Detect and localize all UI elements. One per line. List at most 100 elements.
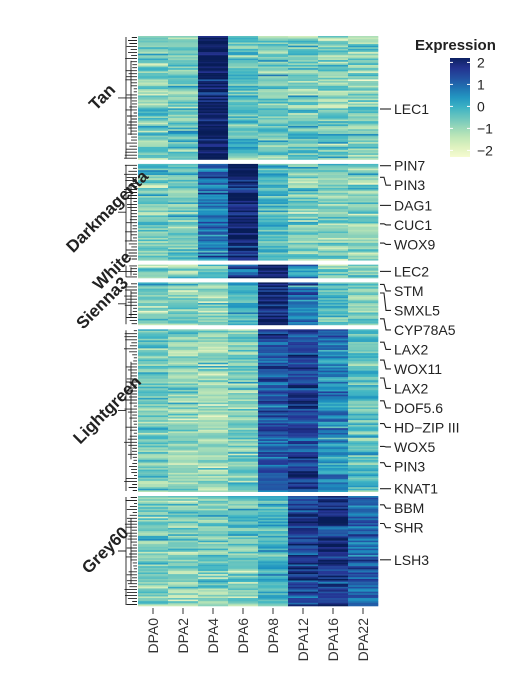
heatmap-cell (348, 529, 379, 532)
heatmap-cell (198, 52, 229, 54)
heatmap-cell (348, 601, 379, 604)
gene-label: STM (394, 283, 424, 299)
heatmap-cell (258, 359, 289, 362)
heatmap-cell (348, 317, 379, 320)
heatmap-cell (318, 487, 349, 490)
heatmap-cell (228, 507, 259, 510)
heatmap-cell (348, 559, 379, 562)
heatmap-cell (168, 306, 199, 309)
heatmap-cell (138, 122, 169, 125)
heatmap-cell (318, 439, 349, 442)
heatmap-cell (168, 310, 199, 313)
heatmap-cell (138, 532, 169, 535)
heatmap-cell (348, 85, 379, 88)
heatmap-cell (348, 153, 379, 156)
heatmap-cell (258, 127, 289, 130)
heatmap-cell (198, 598, 229, 600)
heatmap-cell (168, 519, 199, 522)
heatmap-cell (348, 356, 379, 359)
heatmap-cell (228, 276, 259, 279)
heatmap-cell (198, 173, 229, 176)
heatmap-cell (168, 428, 199, 431)
heatmap-cell (318, 124, 349, 127)
heatmap-cell (168, 309, 199, 312)
heatmap-cell (258, 570, 289, 573)
heatmap-cell (318, 469, 349, 472)
heatmap-cell (228, 484, 259, 486)
heatmap-cell (288, 40, 319, 43)
heatmap-cell (288, 437, 319, 440)
heatmap-cell (168, 171, 199, 174)
heatmap-cell (348, 554, 379, 557)
heatmap-cell (348, 337, 379, 340)
heatmap-cell (318, 585, 349, 588)
heatmap-cell (318, 89, 349, 91)
heatmap-cell (288, 388, 319, 391)
heatmap-cell (348, 37, 379, 40)
legend-title: Expression (415, 37, 496, 54)
heatmap-cell (198, 196, 229, 198)
gene-annotation: DAG1 (380, 197, 432, 213)
heatmap-cell (348, 393, 379, 395)
heatmap-cell (168, 50, 199, 53)
heatmap-cell (288, 429, 319, 432)
heatmap-cell (348, 505, 379, 508)
heatmap-cell (258, 40, 289, 43)
heatmap-cell (138, 64, 169, 67)
heatmap-cell (198, 556, 229, 559)
heatmap-cell (138, 488, 169, 491)
heatmap-cell (198, 273, 229, 276)
heatmap-cell (228, 50, 259, 53)
heatmap-cell (258, 415, 289, 418)
heatmap-cell (348, 267, 379, 270)
heatmap-cell (258, 191, 289, 194)
heatmap-cell (198, 216, 229, 219)
heatmap-cell (348, 298, 379, 301)
heatmap-cell (288, 143, 319, 146)
heatmap-cell (198, 146, 229, 149)
heatmap-cell (288, 250, 319, 253)
heatmap-cell (228, 542, 259, 545)
gene-annotation: STM (380, 283, 424, 299)
heatmap-cell (318, 72, 349, 75)
heatmap-cell (258, 412, 289, 415)
heatmap-cell (318, 84, 349, 87)
heatmap-cell (288, 380, 319, 383)
heatmap-cell (138, 223, 169, 226)
heatmap-cell (348, 452, 379, 454)
heatmap-cell (228, 148, 259, 151)
heatmap-cell (318, 471, 349, 474)
x-tick-label: DPA4 (205, 618, 221, 654)
heatmap-cell (258, 380, 289, 383)
heatmap-cell (198, 599, 229, 602)
heatmap-cell (258, 548, 289, 551)
heatmap-cell (348, 402, 379, 405)
heatmap-cell (318, 82, 349, 85)
heatmap-cell (138, 218, 169, 221)
heatmap-cell (318, 372, 349, 375)
heatmap-cell (198, 257, 229, 260)
heatmap-cell (168, 515, 199, 518)
heatmap-cell (228, 502, 259, 505)
heatmap-cell (258, 146, 289, 149)
heatmap-cell (168, 249, 199, 252)
heatmap-cell (348, 437, 379, 440)
heatmap-cell (288, 74, 319, 77)
heatmap-cell (348, 231, 379, 234)
heatmap-cell (138, 503, 169, 506)
heatmap-cell (258, 129, 289, 132)
heatmap-cell (318, 213, 349, 216)
heatmap-cell (168, 593, 199, 596)
heatmap-cell (228, 505, 259, 508)
heatmap-cell (138, 135, 169, 138)
heatmap-cell (348, 364, 379, 367)
heatmap-cell (348, 257, 379, 260)
heatmap-cell (168, 66, 199, 69)
heatmap-cell (198, 469, 229, 472)
heatmap-cell (198, 68, 229, 71)
heatmap-cell (198, 145, 229, 148)
heatmap-cell (198, 426, 229, 429)
heatmap-cell (288, 237, 319, 240)
heatmap-cell (168, 391, 199, 394)
heatmap-cell (228, 436, 259, 439)
